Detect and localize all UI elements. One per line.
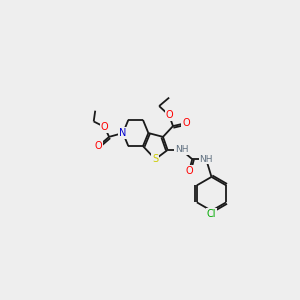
- Text: O: O: [185, 166, 193, 176]
- Text: O: O: [165, 110, 173, 120]
- Text: NH: NH: [200, 155, 213, 164]
- Text: Cl: Cl: [207, 209, 216, 219]
- Text: NH: NH: [175, 146, 188, 154]
- Text: O: O: [101, 122, 108, 132]
- Text: O: O: [182, 118, 190, 128]
- Text: S: S: [152, 154, 158, 164]
- Text: N: N: [119, 128, 127, 138]
- Text: O: O: [94, 141, 102, 151]
